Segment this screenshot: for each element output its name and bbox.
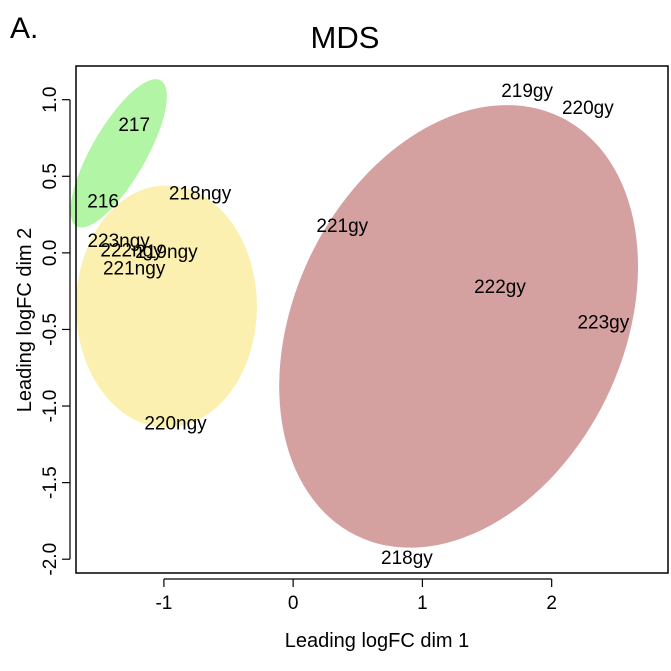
point-label: 223gy	[577, 312, 629, 333]
point-label: 221ngy	[103, 259, 166, 280]
plot-frame	[75, 65, 669, 574]
point-label: 220gy	[562, 98, 614, 119]
chart-title: MDS	[311, 20, 380, 55]
x-tick-label: 0	[288, 593, 299, 614]
y-tick-label: -2.0	[40, 543, 61, 576]
y-tick-label: -1.0	[40, 390, 61, 423]
x-axis-label: Leading logFC dim 1	[285, 630, 470, 652]
point-label: 219ngy	[135, 242, 198, 263]
point-label: 220ngy	[144, 413, 207, 434]
y-tick-label: -0.5	[40, 313, 61, 346]
point-label: 218gy	[381, 548, 433, 569]
y-tick-label: 1.0	[40, 86, 61, 112]
y-axis-label: Leading logFC dim 2	[14, 228, 36, 413]
y-axis: -2.0 -1.5 -1.0 -0.5 0.0 0.5 1.0	[40, 86, 71, 576]
point-label: 217	[118, 115, 150, 136]
point-label: 221gy	[316, 216, 368, 237]
red-group-ellipse	[279, 105, 639, 548]
point-label: 219gy	[501, 81, 553, 102]
group-ellipses	[70, 79, 639, 548]
x-tick-label: -1	[155, 593, 172, 614]
x-axis: -1 0 1 2	[155, 578, 557, 614]
point-label: 222ngy	[100, 240, 163, 261]
point-label: 218ngy	[169, 184, 232, 205]
point-label: 222gy	[474, 277, 526, 298]
point-label: 223ngy	[87, 231, 150, 252]
y-tick-label: 0.0	[40, 240, 61, 266]
y-tick-label: -1.5	[40, 466, 61, 499]
yellow-group-ellipse	[76, 185, 257, 428]
y-tick-label: 0.5	[40, 163, 61, 189]
x-tick-label: 2	[546, 593, 557, 614]
panel-letter: A.	[10, 12, 38, 45]
x-tick-label: 1	[417, 593, 428, 614]
green-group-ellipse	[70, 79, 167, 228]
point-label: 216	[87, 191, 119, 212]
